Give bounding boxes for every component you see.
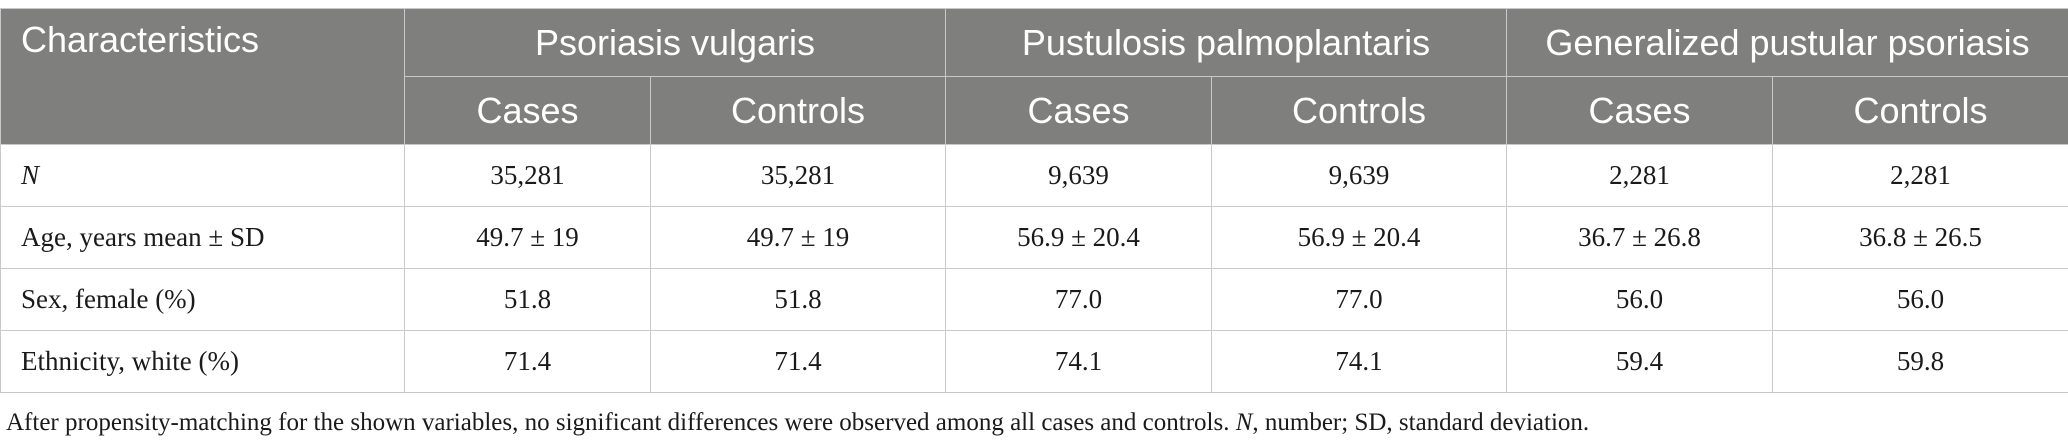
- table-cell: 71.4: [650, 330, 946, 393]
- subheader-cases: Cases: [1506, 76, 1774, 145]
- header-characteristics: Characteristics: [0, 8, 405, 145]
- header-group-generalized-pustular-psoriasis: Generalized pustular psoriasis: [1506, 8, 2068, 77]
- table-cell: 74.1: [1210, 330, 1508, 393]
- table-cell: 36.7 ± 26.8: [1506, 206, 1774, 269]
- footnote-text-part-2: , number; SD, standard deviation.: [1252, 409, 1590, 436]
- header-row-groups: Characteristics Psoriasis vulgaris Pustu…: [0, 8, 2068, 145]
- table-cell: 71.4: [404, 330, 651, 393]
- subheader-controls: Controls: [650, 76, 946, 145]
- row-label: Age, years mean ± SD: [0, 206, 405, 269]
- table-cell: 56.0: [1506, 268, 1774, 331]
- header-row-subheaders: Cases Controls Cases Controls Cases Cont…: [1, 76, 2068, 145]
- footnote-n-abbreviation: N: [1235, 409, 1253, 436]
- subheader-controls: Controls: [1772, 76, 2068, 145]
- table-cell: 56.0: [1772, 268, 2068, 331]
- table-row: N 35,281 35,281 9,639 9,639 2,281 2,281: [0, 144, 2068, 207]
- header-group-psoriasis-vulgaris: Psoriasis vulgaris: [404, 8, 946, 77]
- table-cell: 59.4: [1506, 330, 1774, 393]
- table-cell: 35,281: [404, 144, 651, 207]
- row-label: Sex, female (%): [0, 268, 405, 331]
- subheader-cases: Cases: [404, 76, 651, 145]
- table-body: N 35,281 35,281 9,639 9,639 2,281 2,281 …: [0, 144, 2068, 393]
- table-cell: 2,281: [1772, 144, 2068, 207]
- table-cell: 56.9 ± 20.4: [945, 206, 1212, 269]
- row-label: N: [0, 144, 405, 207]
- row-label: Ethnicity, white (%): [0, 330, 405, 393]
- table-cell: 77.0: [1210, 268, 1508, 331]
- table-row: Ethnicity, white (%) 71.4 71.4 74.1 74.1…: [0, 330, 2068, 393]
- subheader-cases: Cases: [945, 76, 1212, 145]
- header-group-pustulosis-palmoplantaris: Pustulosis palmoplantaris: [944, 8, 1508, 77]
- table-cell: 49.7 ± 19: [404, 206, 651, 269]
- table-cell: 49.7 ± 19: [650, 206, 946, 269]
- table-cell: 56.9 ± 20.4: [1210, 206, 1508, 269]
- subheader-controls: Controls: [1210, 76, 1508, 145]
- table-cell: 74.1: [945, 330, 1212, 393]
- table-cell: 2,281: [1506, 144, 1774, 207]
- footnote-text-part-1: After propensity-matching for the shown …: [6, 409, 1236, 436]
- table-row: Age, years mean ± SD 49.7 ± 19 49.7 ± 19…: [0, 206, 2068, 269]
- table-cell: 9,639: [945, 144, 1212, 207]
- table-footnote: After propensity-matching for the shown …: [6, 409, 1589, 437]
- table-cell: 9,639: [1210, 144, 1508, 207]
- table-header: Characteristics Psoriasis vulgaris Pustu…: [0, 8, 2068, 145]
- table-cell: 36.8 ± 26.5: [1772, 206, 2068, 269]
- table-cell: 77.0: [945, 268, 1212, 331]
- characteristics-table: Characteristics Psoriasis vulgaris Pustu…: [0, 8, 2068, 393]
- table-row: Sex, female (%) 51.8 51.8 77.0 77.0 56.0…: [0, 268, 2068, 331]
- table-cell: 51.8: [404, 268, 651, 331]
- table-cell: 59.8: [1772, 330, 2068, 393]
- table-cell: 51.8: [650, 268, 946, 331]
- table-cell: 35,281: [650, 144, 946, 207]
